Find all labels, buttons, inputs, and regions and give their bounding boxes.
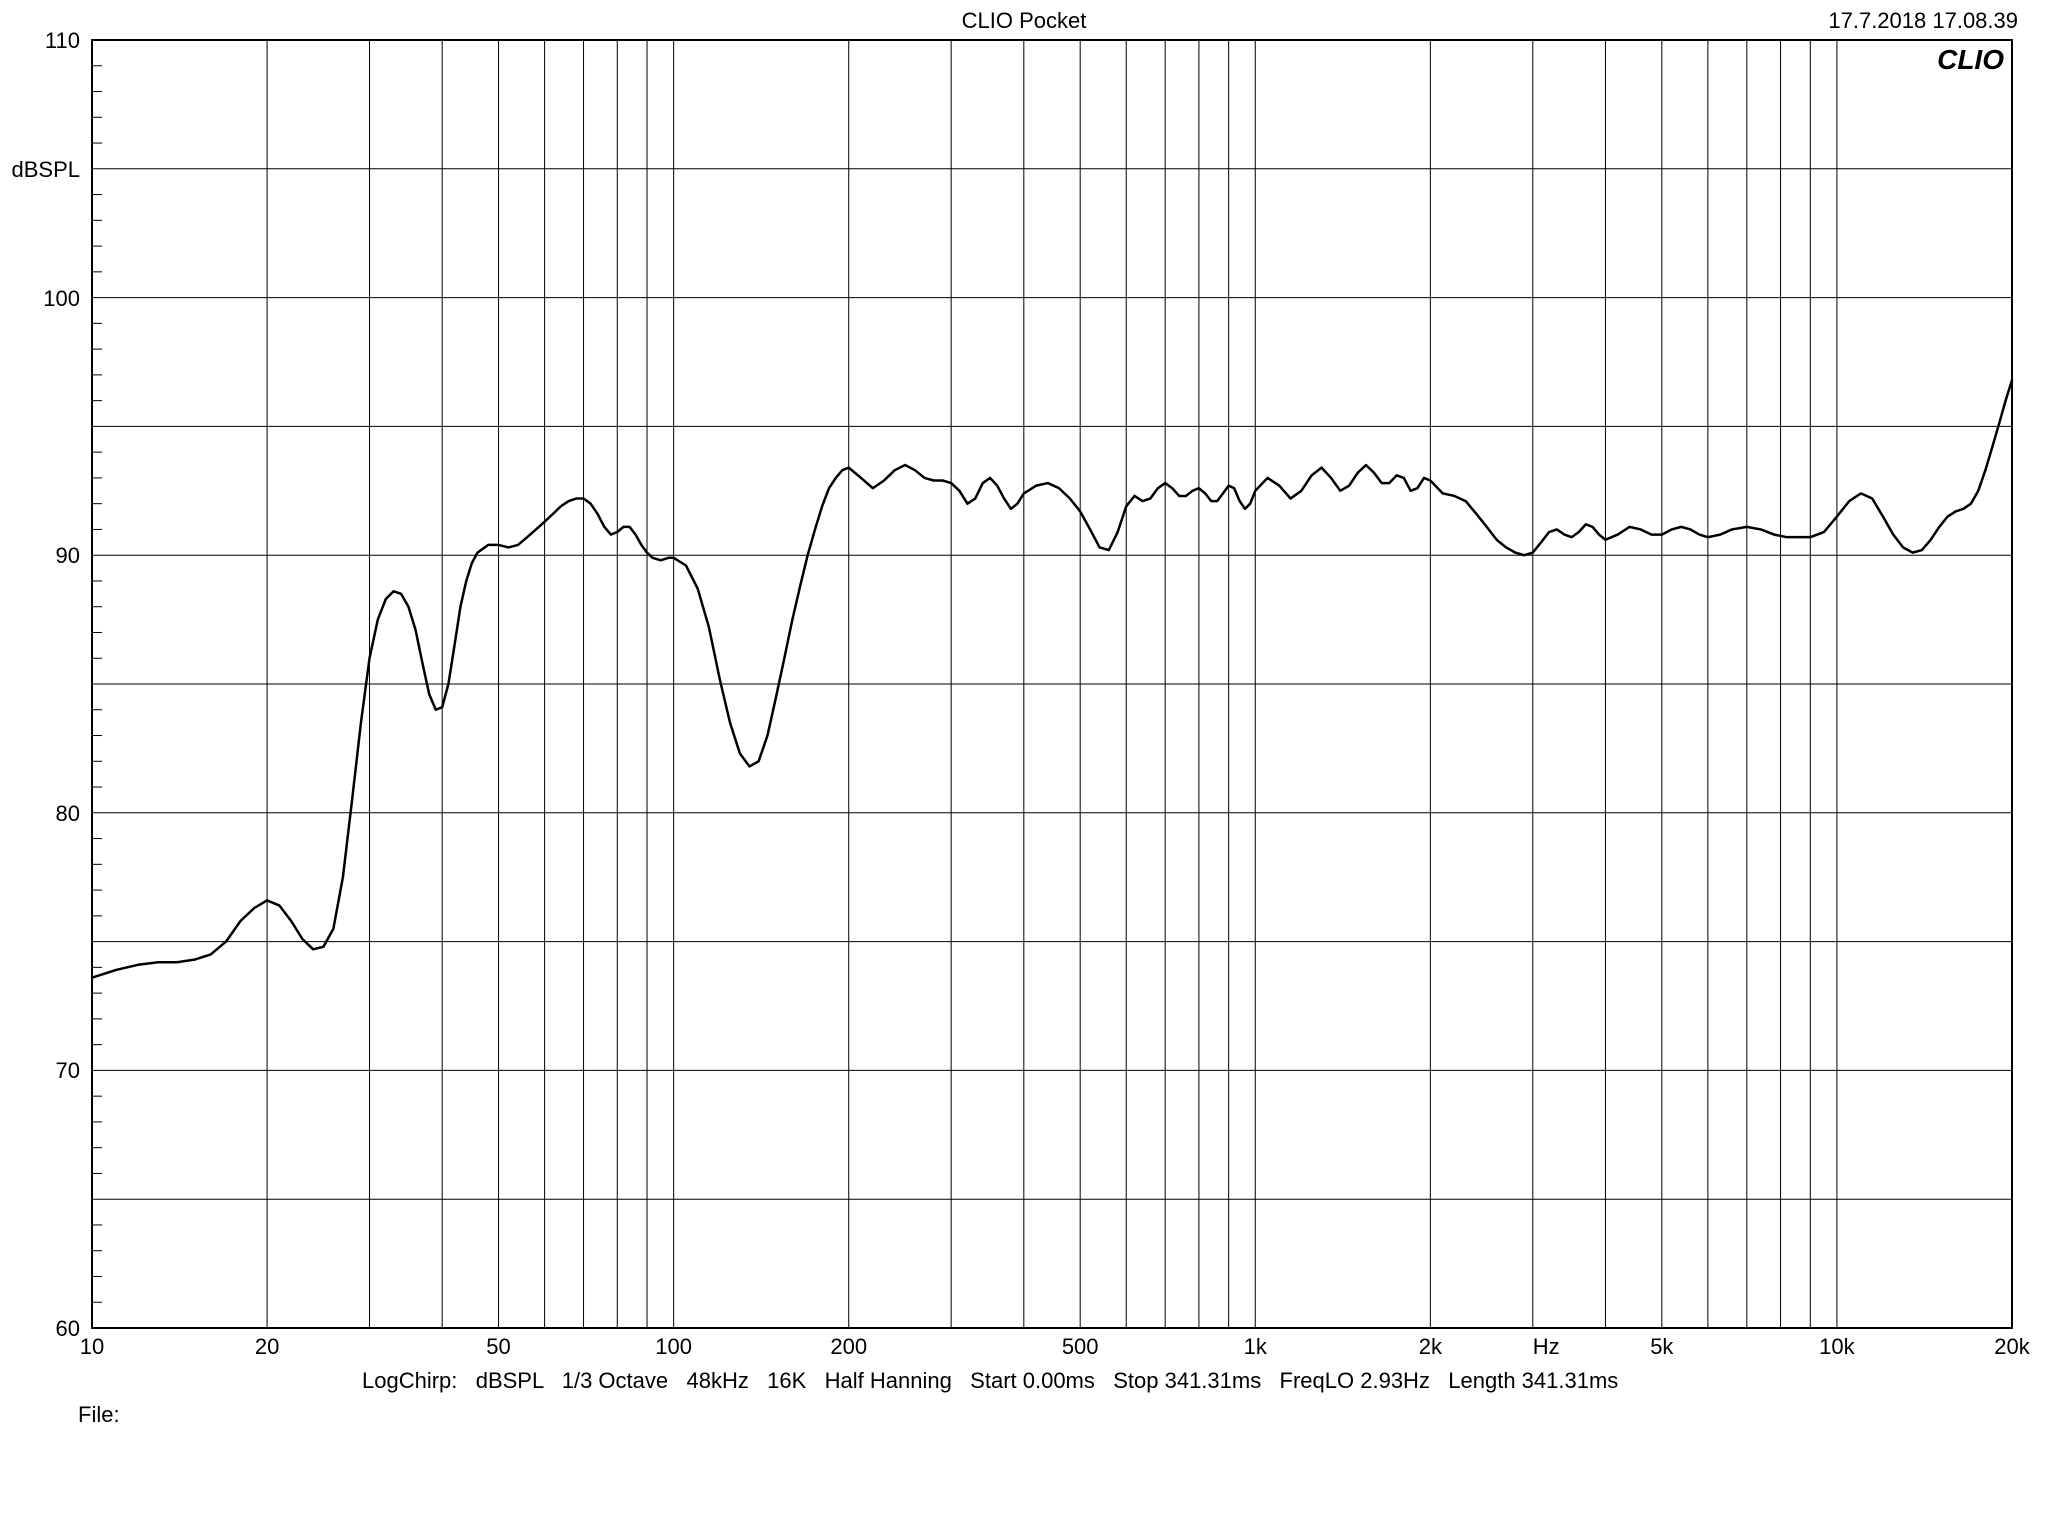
x-tick-label: 100 [655, 1334, 692, 1360]
clio-watermark: CLIO [1937, 44, 2004, 76]
x-tick-label: 200 [830, 1334, 867, 1360]
x-tick-label: 5k [1650, 1334, 1673, 1360]
measurement-params: LogChirp: dBSPL 1/3 Octave 48kHz 16K Hal… [362, 1368, 1618, 1394]
y-tick-label: 90 [0, 543, 80, 569]
y-tick-label: 60 [0, 1316, 80, 1342]
x-tick-label: 50 [486, 1334, 510, 1360]
file-label: File: [78, 1402, 120, 1428]
x-tick-label: 1k [1244, 1334, 1267, 1360]
y-tick-label: 110 [0, 28, 80, 54]
y-tick-label: 70 [0, 1058, 80, 1084]
x-tick-label: 2k [1419, 1334, 1442, 1360]
x-tick-label: 20k [1994, 1334, 2029, 1360]
x-tick-label: 10 [80, 1334, 104, 1360]
x-tick-label: 500 [1062, 1334, 1099, 1360]
frequency-response-chart [0, 0, 2048, 1536]
x-tick-label: 20 [255, 1334, 279, 1360]
y-tick-label: 100 [0, 286, 80, 312]
x-axis-unit: Hz [1533, 1334, 1560, 1360]
x-tick-label: 10k [1819, 1334, 1854, 1360]
y-axis-unit: dBSPL [0, 157, 80, 183]
y-tick-label: 80 [0, 801, 80, 827]
